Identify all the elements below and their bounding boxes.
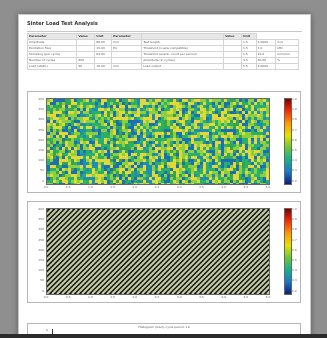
table-cell: Load output xyxy=(141,63,225,70)
histogram-title: Histogram (load), cycle period: 19 xyxy=(138,325,190,329)
colorbar-tick-label: 0.5 xyxy=(292,258,297,262)
colorbar-tick-label: 0.3 xyxy=(292,278,297,283)
x-tick-label: 0.0 xyxy=(43,295,49,299)
x-tick-label: 2.5 xyxy=(154,185,160,189)
colorbar-tick-label: 0.7 xyxy=(292,237,297,242)
y-tick-label: 100 xyxy=(38,158,44,163)
x-tick-label: 4.0 xyxy=(221,185,226,189)
table-cell: 50 xyxy=(76,63,96,70)
table-cell: 4.0000 xyxy=(255,63,277,70)
x-tick-label: 3.0 xyxy=(176,185,182,189)
y-tick-label: 250 xyxy=(38,237,44,242)
y-tick-label: 50 xyxy=(40,168,44,173)
y-tick-label: 150 xyxy=(38,258,44,262)
x-tick-label: 0.5 xyxy=(65,295,71,299)
y-tick-label: 250 xyxy=(38,127,44,132)
colorbar-tick-label: 0.7 xyxy=(292,127,297,132)
table-cell xyxy=(223,63,243,70)
x-tick-label: 2.0 xyxy=(132,295,138,299)
y-tick-label: 400 xyxy=(38,207,44,211)
colorbar-2 xyxy=(284,208,292,295)
y-tick-label: 150 xyxy=(38,148,44,152)
colorbar-tick-label: 0.9 xyxy=(292,217,297,222)
table-cell: mm xyxy=(111,63,143,70)
x-tick-label: 4.0 xyxy=(221,295,226,299)
x-tick-label: 0.5 xyxy=(65,185,71,189)
colorbar-tick-label: 1.0 xyxy=(292,207,297,211)
stripe-plot-2 xyxy=(46,208,270,295)
x-tick-label: 4.5 xyxy=(243,185,249,189)
taskbar[interactable] xyxy=(0,334,327,338)
histogram-y-axis xyxy=(52,329,53,337)
colorbar-tick-label: 0.2 xyxy=(292,288,297,293)
colorbar-tick-label: 0.8 xyxy=(292,117,297,122)
y-tick-label: 0 xyxy=(42,288,44,293)
heatmap-plot-1 xyxy=(46,98,270,185)
x-tick-label: 2.5 xyxy=(154,295,160,299)
y-tick-label: 350 xyxy=(38,107,44,112)
y-tick-label: 50 xyxy=(40,278,44,283)
y-tick-label: 300 xyxy=(38,227,44,232)
histogram-y-label: 1 xyxy=(46,328,48,332)
heatmap-panel-2: 400 350 300 250 200 150 100 50 0 0.0 0.5 1.0 1.5 2.0… xyxy=(27,201,301,303)
y-tick-label: 0 xyxy=(42,178,44,183)
x-tick-label: 1.5 xyxy=(110,295,115,299)
x-tick-label: 5.0 xyxy=(265,295,271,299)
colorbar-tick-label: 0.9 xyxy=(292,107,297,112)
x-tick-label: 3.5 xyxy=(199,295,204,299)
x-tick-label: 3.5 xyxy=(199,185,204,189)
y-tick-label: 200 xyxy=(38,137,44,142)
report-page[interactable]: Sinter Load Test Analysis Parameter Value… xyxy=(18,14,311,338)
colorbar-tick-label: 0.6 xyxy=(292,247,297,252)
table-row: Number of cycles 600 Amplitude (in cycles)… xyxy=(26,57,299,64)
colorbar-tick-label: 1.0 xyxy=(292,97,297,101)
y-tick-label: 200 xyxy=(38,247,44,252)
report-title: Sinter Load Test Analysis xyxy=(27,21,98,27)
x-tick-label: 3.0 xyxy=(176,295,182,299)
x-tick-label: 4.5 xyxy=(243,295,249,299)
colorbar-tick-label: 0.4 xyxy=(292,158,297,163)
table-cell: 1.5 xyxy=(241,63,257,70)
y-tick-label: 300 xyxy=(38,117,44,122)
x-tick-label: 5.0 xyxy=(265,185,271,189)
table-cell xyxy=(275,63,299,70)
colorbar-1 xyxy=(284,98,292,185)
title-divider xyxy=(27,31,302,32)
colorbar-tick-label: 0.8 xyxy=(292,227,297,232)
table-cell: Load (static) xyxy=(26,63,78,70)
y-tick-label: 100 xyxy=(38,268,44,273)
heatmap-panel-1: 400 350 300 250 200 150 100 50 0 0.0 0.5 1.0 1.5 2.0… xyxy=(27,91,301,193)
x-tick-label: 0.0 xyxy=(43,185,49,189)
y-tick-label: 350 xyxy=(38,217,44,222)
table-cell: 16.00 xyxy=(94,63,113,70)
x-tick-label: 1.0 xyxy=(88,185,93,189)
colorbar-tick-label: 0.6 xyxy=(292,137,297,142)
table-row: Load (static) 50 16.00 mm Load output 1.5 4.00… xyxy=(26,63,299,70)
x-tick-label: 1.5 xyxy=(110,185,115,189)
y-tick-label: 400 xyxy=(38,97,44,101)
colorbar-tick-label: 0.2 xyxy=(292,178,297,183)
colorbar-tick-label: 0.5 xyxy=(292,148,297,152)
colorbar-tick-label: 0.4 xyxy=(292,268,297,273)
parameter-table: Parameter Value Unit Parameter Value Unit Ampl… xyxy=(26,33,299,70)
x-tick-label: 1.0 xyxy=(88,295,93,299)
x-tick-label: 2.0 xyxy=(132,185,138,189)
colorbar-tick-label: 0.3 xyxy=(292,168,297,173)
